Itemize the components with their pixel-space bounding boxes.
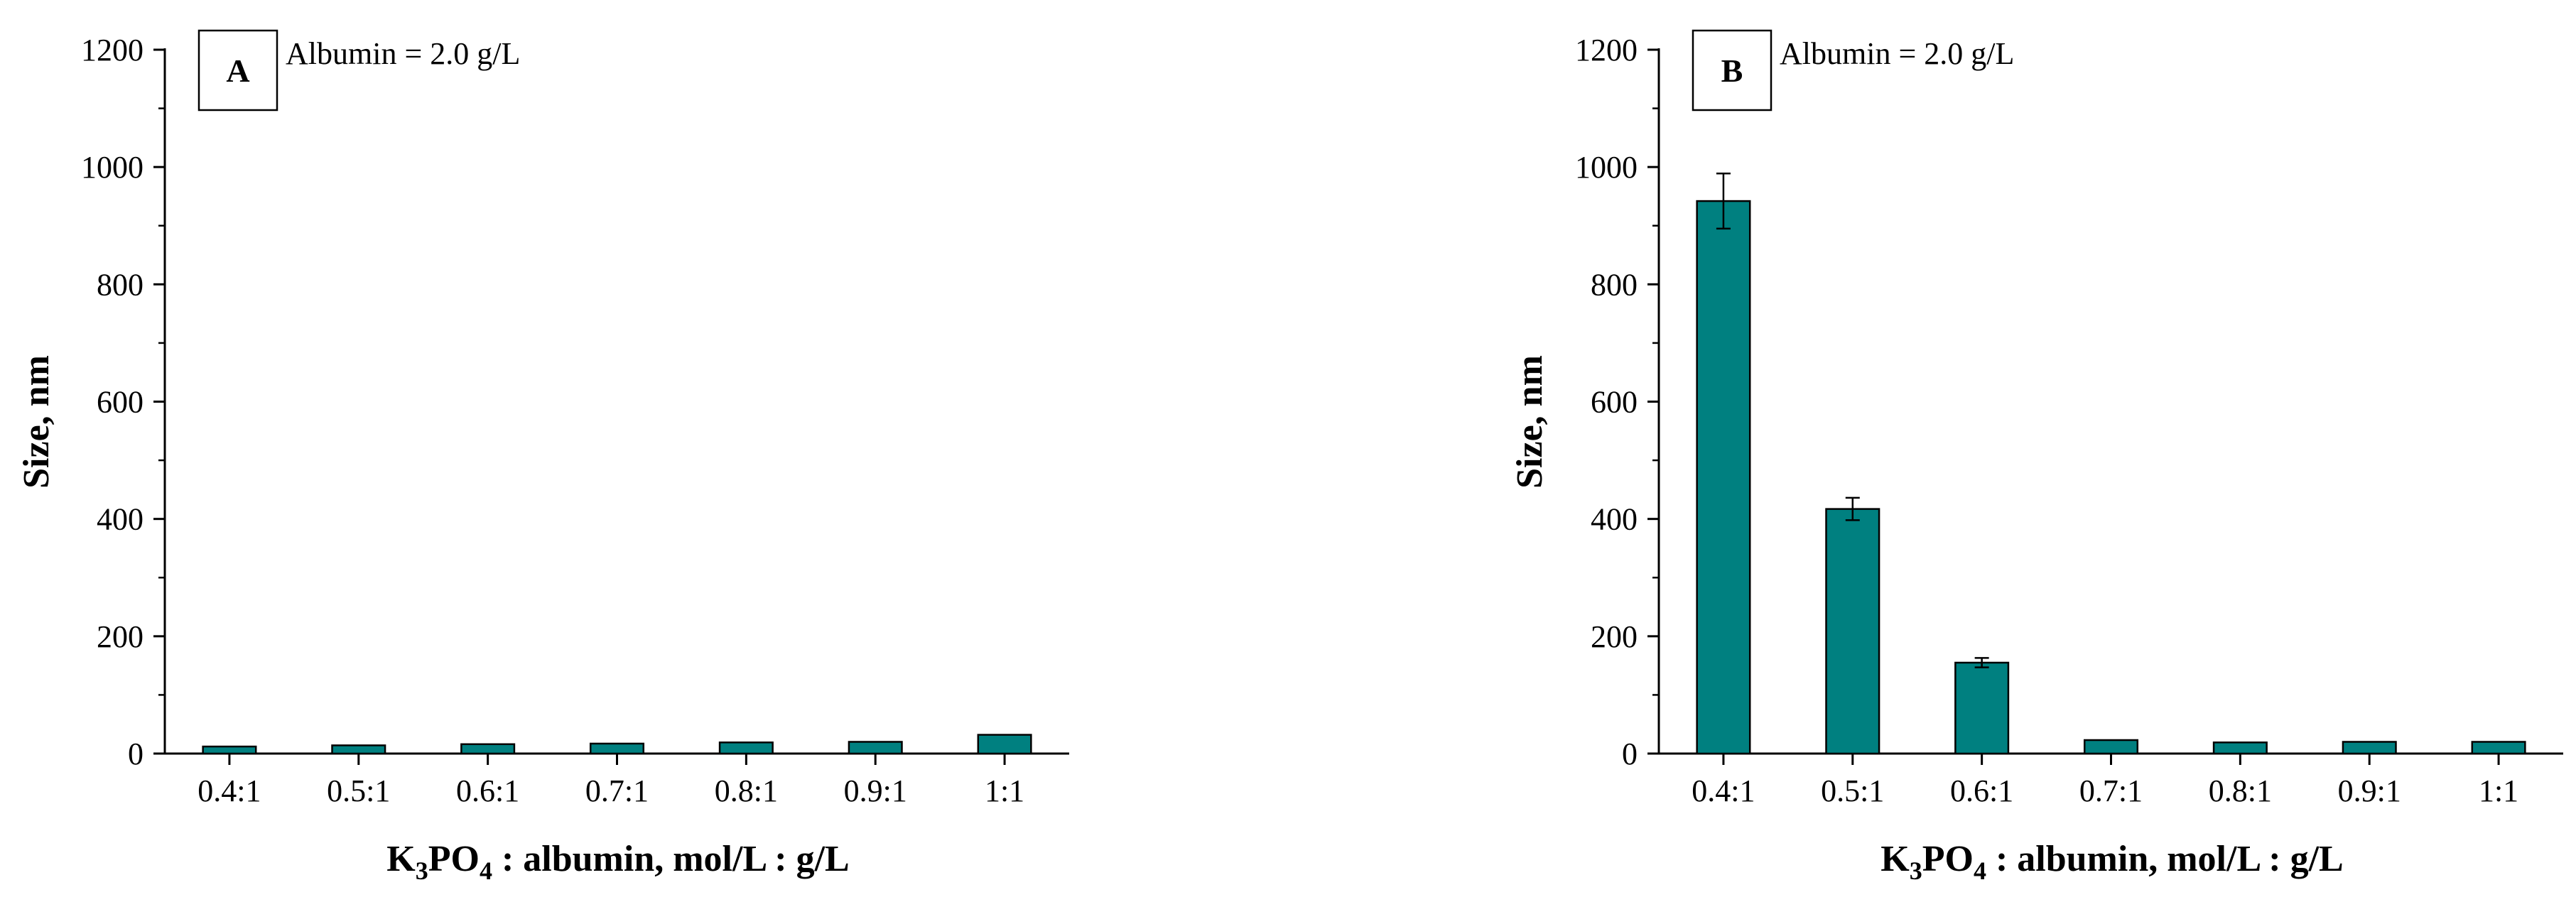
- x-tick-label: 0.6:1: [456, 773, 519, 808]
- bar: [1825, 508, 1880, 755]
- x-tick-label: 0.7:1: [2079, 773, 2143, 808]
- bar: [1954, 661, 2010, 755]
- x-tick-label: 0.7:1: [585, 773, 649, 808]
- y-tick-label: 400: [97, 502, 144, 537]
- bar: [848, 741, 903, 755]
- bar: [2471, 741, 2526, 755]
- x-tick-label: 0.8:1: [2209, 773, 2272, 808]
- x-tick-label: 1:1: [2479, 773, 2518, 808]
- panel-label-box: [1692, 29, 1773, 112]
- y-tick-label: 1000: [1575, 150, 1638, 185]
- bar: [1696, 200, 1751, 755]
- y-tick-label: 400: [1591, 502, 1638, 537]
- y-tick-label: 0: [128, 737, 144, 771]
- y-tick-label: 1200: [1575, 33, 1638, 67]
- x-tick-label: 0.4:1: [1692, 773, 1755, 808]
- annotation: Albumin = 2.0 g/L: [1780, 36, 2014, 71]
- y-tick-label: 800: [1591, 267, 1638, 302]
- x-tick-label: 0.8:1: [715, 773, 778, 808]
- x-axis-label: K3PO4 : albumin, mol/L : g/L: [1880, 839, 2343, 885]
- bar: [718, 741, 774, 755]
- bar: [977, 734, 1032, 755]
- y-tick-label: 0: [1622, 737, 1638, 771]
- y-axis-label: Size, nm: [16, 355, 57, 489]
- bar: [331, 744, 386, 755]
- plot-area: 0 200 400 600 800 1000 1200 0.4:1 0.5:1 0.6:1 0.7:…: [1575, 33, 2563, 808]
- panel-label: A: [226, 53, 249, 89]
- bar: [2342, 741, 2397, 755]
- plot-area: 0 200 400 600 800 1000 1200 0.4:1 0.5:1 0.6:1 0.7:…: [81, 33, 1069, 808]
- x-tick-label: 0.9:1: [2338, 773, 2401, 808]
- x-axis-label: K3PO4 : albumin, mol/L : g/L: [386, 839, 849, 885]
- y-tick-label: 200: [97, 619, 144, 654]
- y-tick-label: 800: [97, 267, 144, 302]
- bar: [2212, 741, 2268, 755]
- x-tick-label: 0.6:1: [1950, 773, 2013, 808]
- bar: [589, 742, 645, 755]
- x-tick-label: 0.9:1: [844, 773, 907, 808]
- panel-b: 0 200 400 600 800 1000 1200 0.4:1 0.5:1 0.6:1 0.7:…: [1510, 29, 2563, 885]
- panel-a: 0 200 400 600 800 1000 1200 0.4:1 0.5:1 0.6:1 0.7:…: [16, 29, 1069, 885]
- y-tick-label: 600: [97, 385, 144, 420]
- x-tick-label: 0.5:1: [1821, 773, 1884, 808]
- panel-label-box: [197, 29, 278, 112]
- x-tick-label: 0.5:1: [327, 773, 390, 808]
- x-tick-label: 0.4:1: [197, 773, 261, 808]
- y-tick-label: 600: [1591, 385, 1638, 420]
- bar: [202, 745, 257, 755]
- annotation: Albumin = 2.0 g/L: [286, 36, 520, 71]
- bar: [2083, 739, 2139, 755]
- panel-label: B: [1721, 53, 1743, 89]
- x-tick-label: 1:1: [985, 773, 1024, 808]
- bar: [460, 743, 516, 755]
- y-tick-label: 1200: [81, 33, 144, 67]
- y-tick-label: 1000: [81, 150, 144, 185]
- y-tick-label: 200: [1591, 619, 1638, 654]
- y-axis-label: Size, nm: [1510, 355, 1550, 489]
